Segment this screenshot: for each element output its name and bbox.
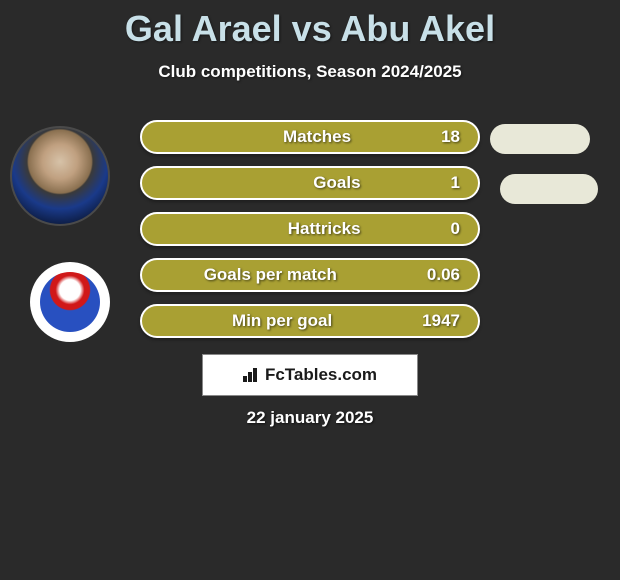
site-logo: FcTables.com [202, 354, 418, 396]
date-text: 22 january 2025 [0, 408, 620, 428]
club-avatar [30, 262, 110, 342]
stat-value: 1 [451, 173, 460, 193]
stat-value: 1947 [422, 311, 460, 331]
stat-row: Goals1 [140, 166, 480, 200]
bars-icon [243, 368, 261, 382]
stat-label: Hattricks [160, 219, 451, 239]
club-logo-icon [40, 272, 100, 332]
stat-row: Goals per match0.06 [140, 258, 480, 292]
stat-label: Goals [160, 173, 451, 193]
stat-value: 0 [451, 219, 460, 239]
stat-row: Matches18 [140, 120, 480, 154]
page-title: Gal Arael vs Abu Akel [0, 0, 620, 50]
stat-label: Min per goal [160, 311, 422, 331]
stat-row: Hattricks0 [140, 212, 480, 246]
stat-label: Matches [160, 127, 441, 147]
stat-value: 0.06 [427, 265, 460, 285]
comparison-pill [500, 174, 598, 204]
player-avatar [10, 126, 110, 226]
stat-label: Goals per match [160, 265, 427, 285]
comparison-pill [490, 124, 590, 154]
stat-value: 18 [441, 127, 460, 147]
subtitle: Club competitions, Season 2024/2025 [0, 62, 620, 82]
logo-text: FcTables.com [265, 365, 377, 385]
stat-row: Min per goal1947 [140, 304, 480, 338]
